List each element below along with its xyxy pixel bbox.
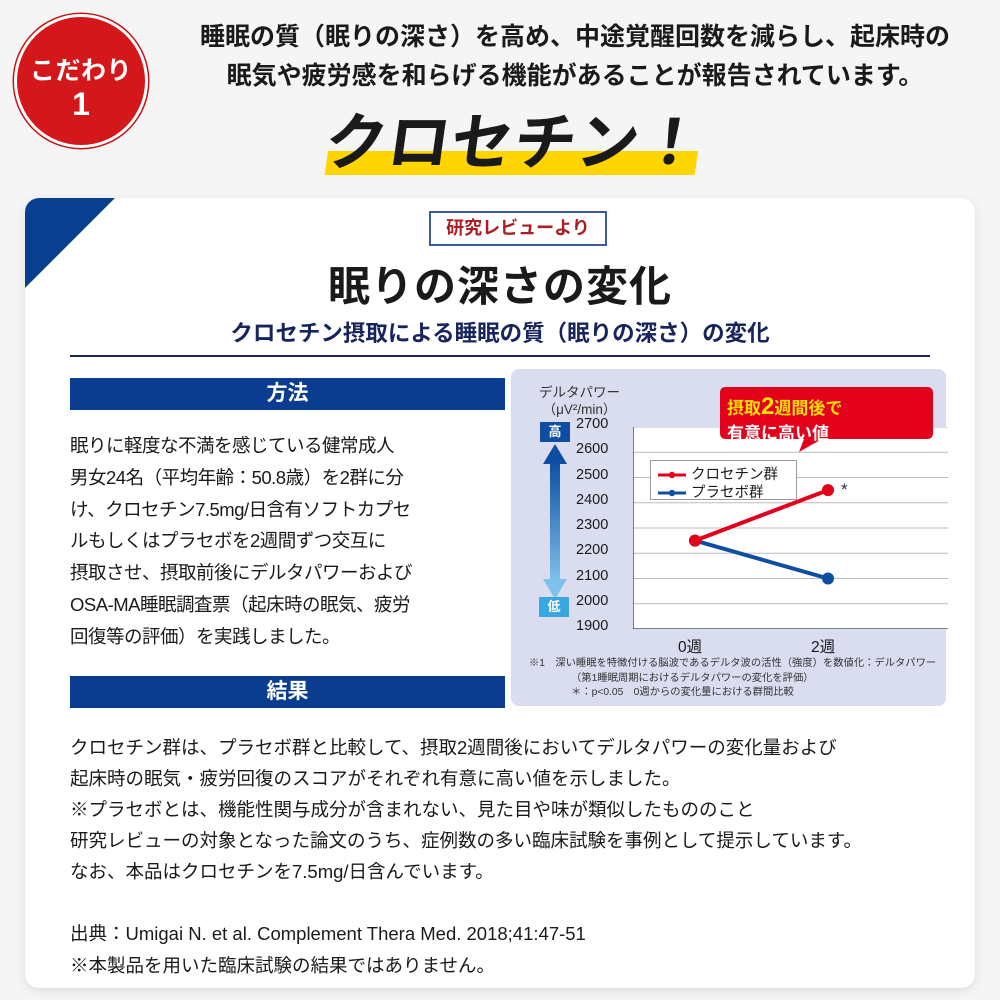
- svg-text:*: *: [841, 480, 848, 499]
